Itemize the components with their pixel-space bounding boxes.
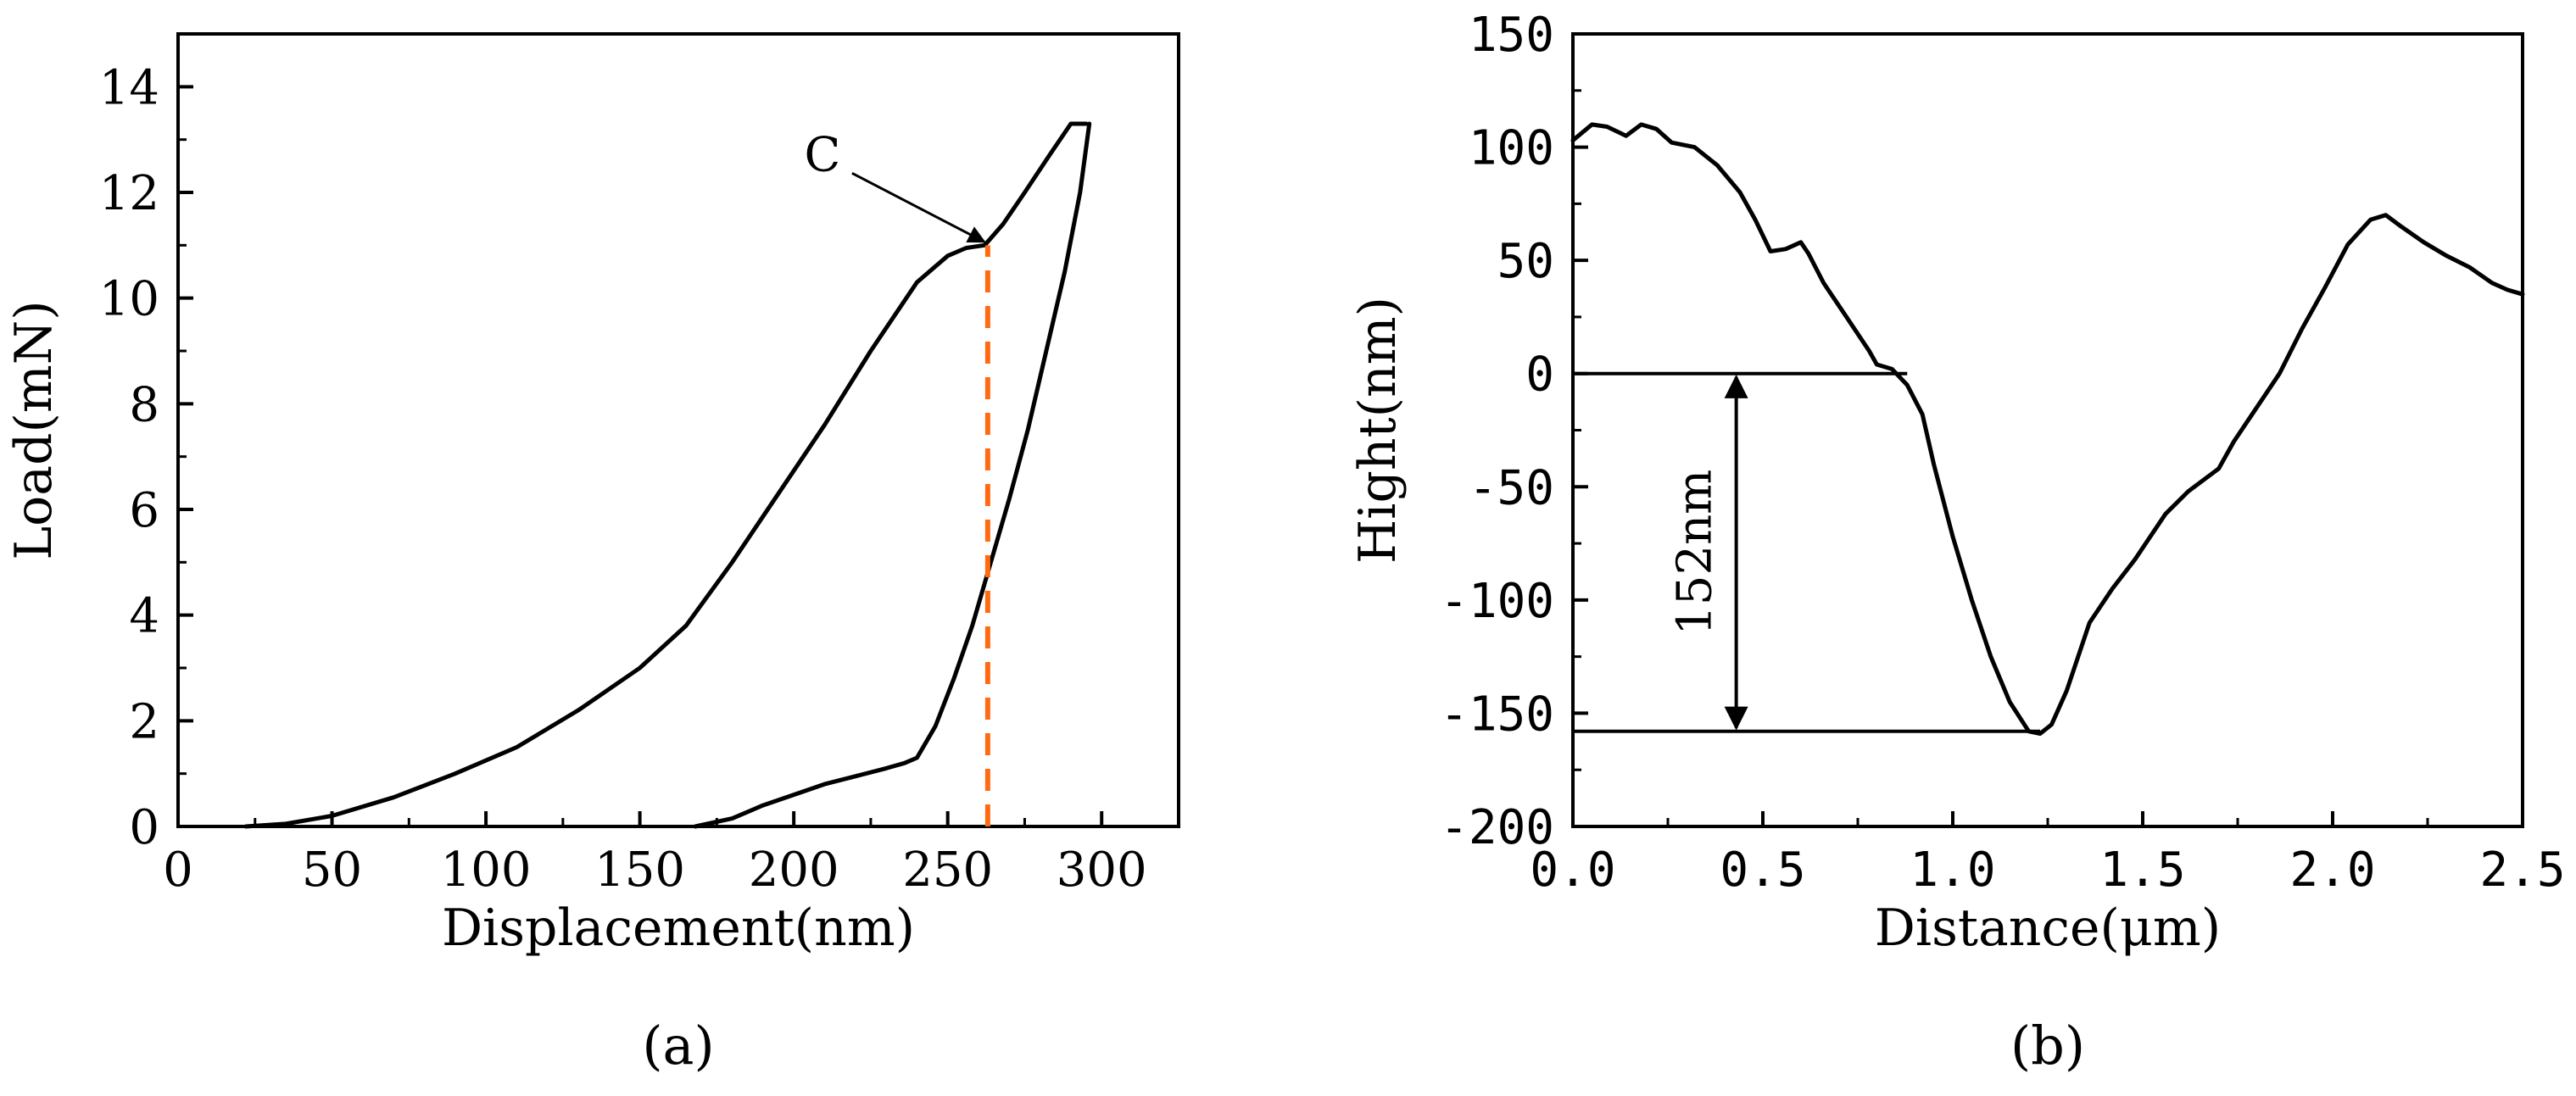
panel-b-annotations: 152nm <box>1573 371 2041 733</box>
y-tick-label: 14 <box>99 60 159 115</box>
series-line-loading <box>243 121 1089 829</box>
panel-b-label: (b) <box>2010 1015 2085 1077</box>
series-line-unloading <box>693 121 1092 829</box>
point-c-label: C <box>804 127 840 182</box>
y-tick-label: 50 <box>1497 234 1554 289</box>
x-tick-label: 100 <box>441 843 532 898</box>
y-tick-label: 4 <box>129 589 159 644</box>
depth-label: 152nm <box>1668 470 1723 636</box>
panel-b: 0.0 0.5 1.0 1.5 2.0 2.5 150 100 50 0 -50 -100 -150 -2… <box>1348 8 2566 1077</box>
y-tick-label: 2 <box>129 694 159 749</box>
point-c-arrow <box>851 172 986 243</box>
x-tick-label: 300 <box>1057 843 1147 898</box>
series-line-profile <box>1570 122 2525 736</box>
x-tick-label: 2.5 <box>2479 843 2565 898</box>
panel-b-y-axis-title: Hight(nm) <box>1348 297 1408 564</box>
x-tick-label: 2.0 <box>2289 843 2375 898</box>
y-tick-label: 0 <box>1525 348 1554 403</box>
y-tick-label: 0 <box>129 800 159 855</box>
panel-a: 0 50 100 150 200 250 300 0 2 4 6 8 10 12 14 C Displace… <box>4 32 1180 1077</box>
panel-a-tick-labels: 0 50 100 150 200 250 300 0 2 4 6 8 10 12 14 <box>99 60 1147 898</box>
y-tick-label: 150 <box>1469 8 1554 63</box>
panel-a-y-axis-title: Load(mN) <box>4 300 64 559</box>
y-tick-label: 6 <box>129 483 159 538</box>
x-tick-label: 200 <box>749 843 839 898</box>
x-tick-label: 50 <box>302 843 362 898</box>
panel-b-ticks <box>1571 32 2524 828</box>
y-tick-label: 100 <box>1469 121 1554 176</box>
x-tick-label: 250 <box>902 843 993 898</box>
panel-b-x-axis-title: Distance(μm) <box>1875 898 2221 958</box>
x-tick-label: 0 <box>163 843 193 898</box>
y-tick-label: -50 <box>1469 460 1554 515</box>
y-tick-label: 12 <box>99 166 159 221</box>
x-tick-label: 0.5 <box>1720 843 1805 898</box>
x-tick-label: 1.0 <box>1910 843 1995 898</box>
panel-a-label: (a) <box>642 1015 714 1077</box>
y-tick-label: -150 <box>1440 687 1554 742</box>
panel-a-x-axis-title: Displacement(nm) <box>442 898 915 958</box>
x-tick-label: 1.5 <box>2099 843 2185 898</box>
y-tick-label: 8 <box>129 377 159 432</box>
panel-b-plot-frame <box>1571 32 2524 828</box>
x-tick-label: 150 <box>594 843 685 898</box>
y-tick-label: 10 <box>99 272 159 327</box>
panel-a-plot-frame <box>176 32 1180 828</box>
panel-a-annotations: C <box>804 127 990 826</box>
panel-a-ticks <box>176 85 1104 828</box>
x-tick-label: 0.0 <box>1530 843 1615 898</box>
y-tick-label: -100 <box>1440 574 1554 629</box>
y-tick-label: -200 <box>1440 800 1554 855</box>
panel-b-tick-labels: 0.0 0.5 1.0 1.5 2.0 2.5 150 100 50 0 -50 -100 -150 -2… <box>1440 8 2565 898</box>
panel-a-series <box>243 121 1092 829</box>
panel-b-series <box>1570 122 2525 736</box>
